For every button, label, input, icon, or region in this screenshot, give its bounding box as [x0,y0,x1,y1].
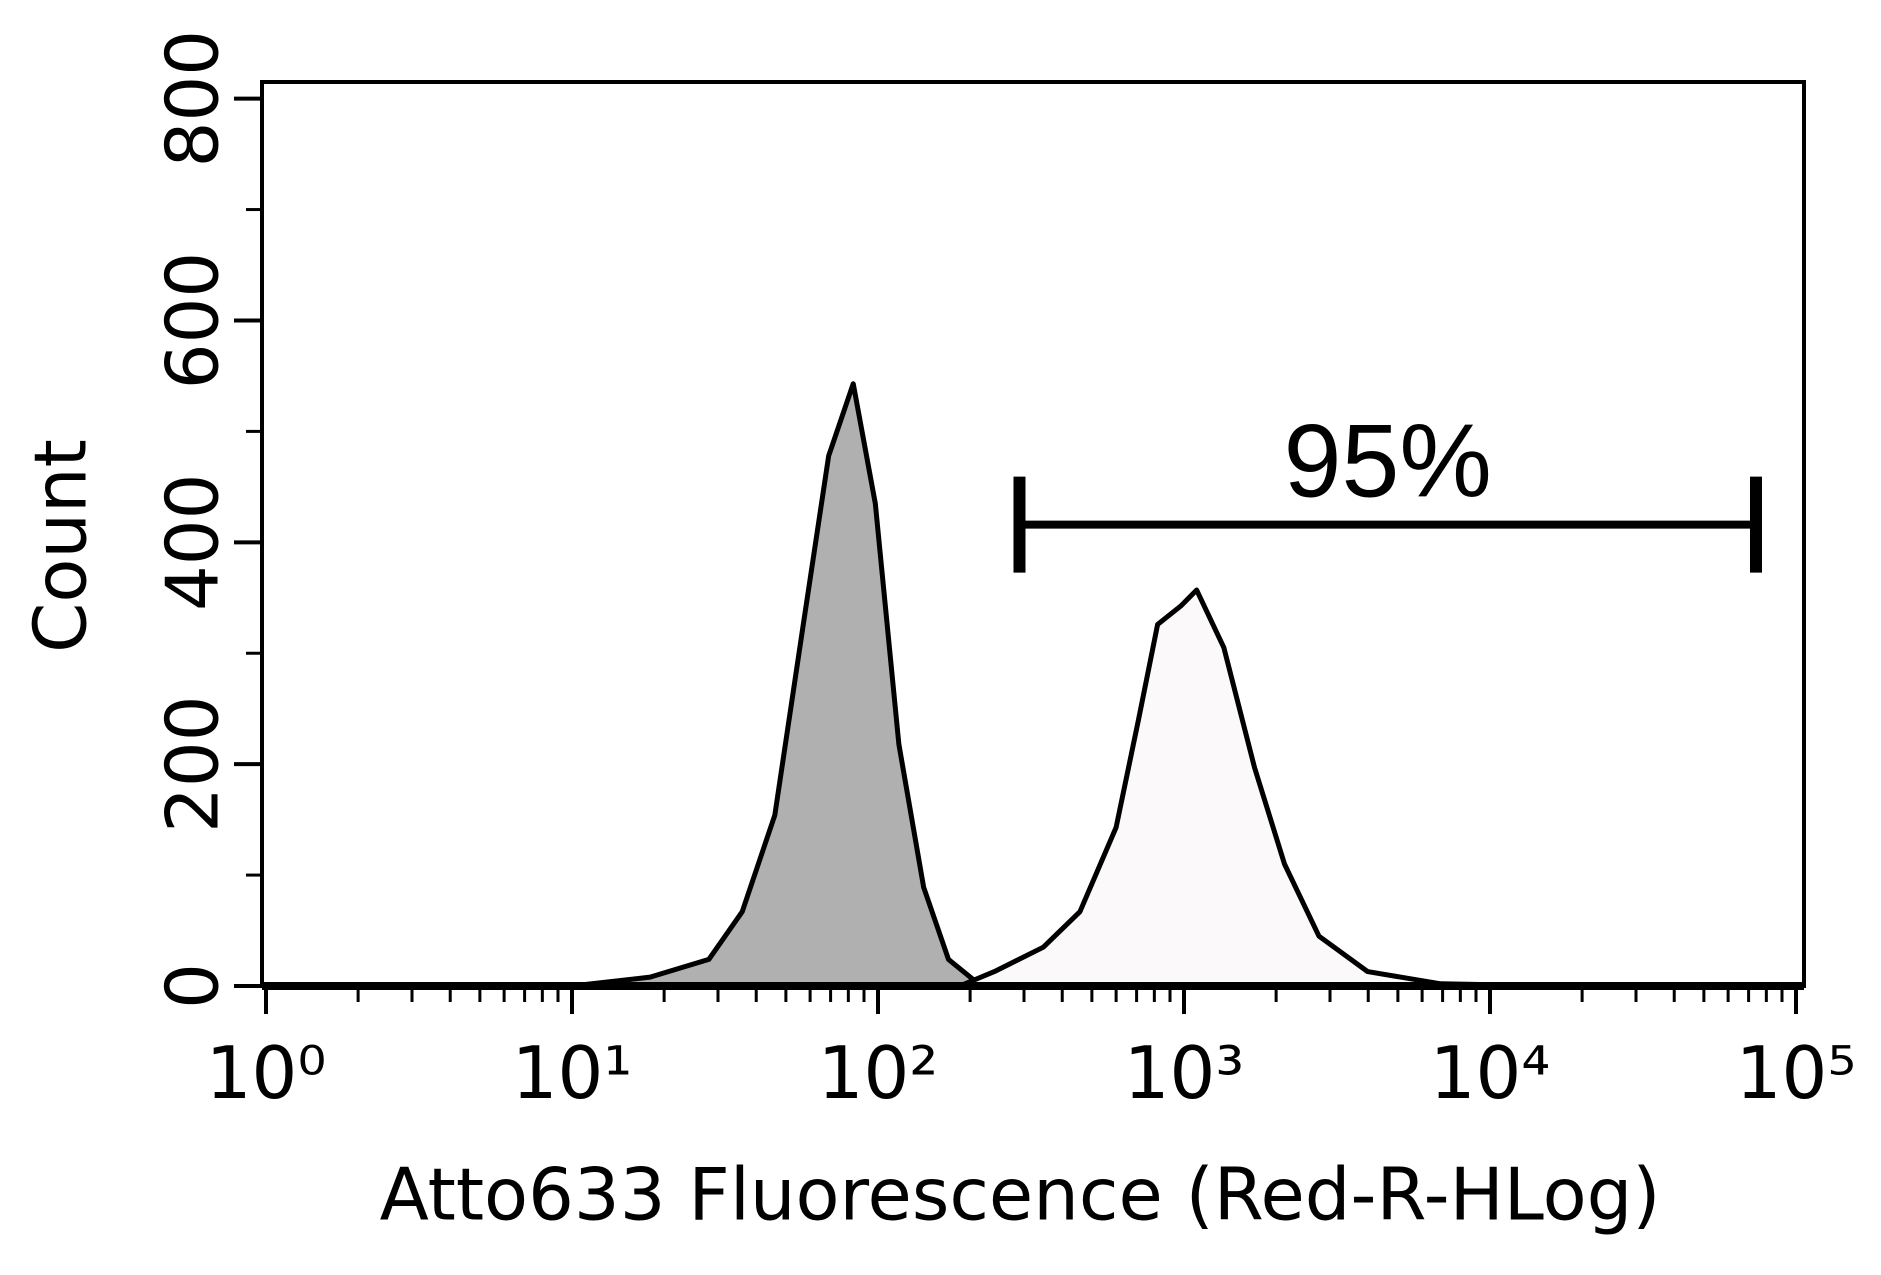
x-tick-label: 10⁵ [1736,1031,1856,1115]
y-tick-label: 800 [151,30,235,167]
plot-frame [260,80,1806,988]
x-tick-label: 10¹ [512,1031,632,1115]
y-tick-label: 400 [151,474,235,611]
histogram-area [263,381,1799,989]
y-tick-label: 600 [151,252,235,389]
y-tick-label: 0 [151,963,235,1009]
x-tick-label: 10³ [1124,1031,1244,1115]
y-tick-label: 200 [151,695,235,832]
x-tick-label: 10⁰ [206,1031,326,1115]
x-tick-label: 10⁴ [1430,1031,1550,1115]
histogram-area [263,587,1799,989]
x-tick-label: 10² [818,1031,938,1115]
gate-label: 95% [1284,404,1492,520]
x-axis-label: Atto633 Fluorescence (Red-R-HLog) [380,1153,1661,1237]
y-axis-label: Count [19,439,103,653]
